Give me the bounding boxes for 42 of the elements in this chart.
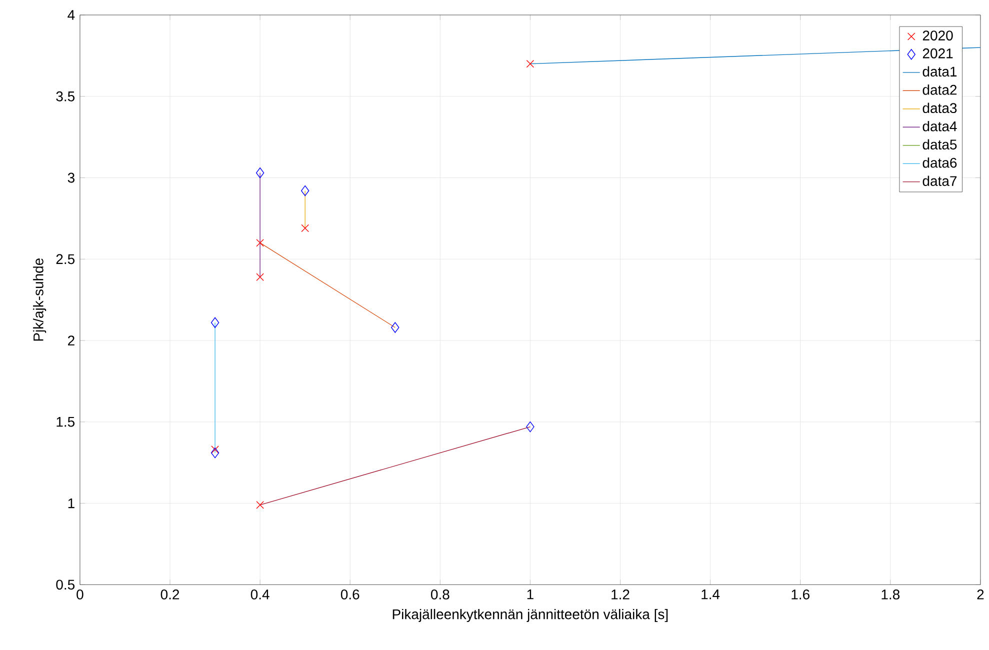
x-tick-label: 0 [76,590,84,600]
legend-label: data4 [922,121,957,132]
point [256,273,264,282]
x-tick-label: 1 [527,590,534,600]
point [211,446,219,454]
x-tick-label: 1.6 [792,590,810,600]
legend-label: data5 [922,139,957,150]
point [526,60,534,68]
y-tick-label: 1 [68,498,74,508]
legend-label: 2021 [922,48,953,59]
x-tick-label: 0.8 [430,590,450,600]
legend-label: data2 [922,84,957,96]
y-tick-label: 2 [68,336,74,346]
x-axis-title: Pikajälleenkytkennän jännitteetön väliaika [s] [392,609,668,622]
legend-label: 2020 [922,30,953,41]
point [256,168,264,178]
point [210,448,220,458]
legend-label: data1 [922,66,957,77]
y-tick-label: 4 [68,10,75,20]
y-tick-label: 0.5 [56,580,75,590]
x-tick-label: 2 [977,590,984,600]
point [526,422,534,432]
x-tick-label: 1.2 [612,590,630,600]
x-tick-label: 1.4 [702,590,720,600]
point [301,224,309,232]
x-tick-label: 0.4 [250,590,270,600]
x-tick-label: 1.8 [882,590,900,600]
y-tick-label: 2.5 [56,254,75,264]
y-tick-label: 1.5 [56,417,75,427]
legend-label: data7 [922,176,957,186]
x-tick-label: 0.6 [340,590,360,600]
point [300,186,310,196]
x-tick-label: 0.2 [160,590,180,600]
y-axis-title: Pjk/ajk-suhde [33,258,46,341]
y-tick-label: 3 [68,172,74,183]
point [256,501,264,509]
point [210,317,220,328]
point [256,239,264,247]
legend-label: data3 [922,102,957,114]
legend-label: data6 [922,158,957,168]
point [391,322,400,334]
y-tick-label: 3.5 [56,92,75,102]
